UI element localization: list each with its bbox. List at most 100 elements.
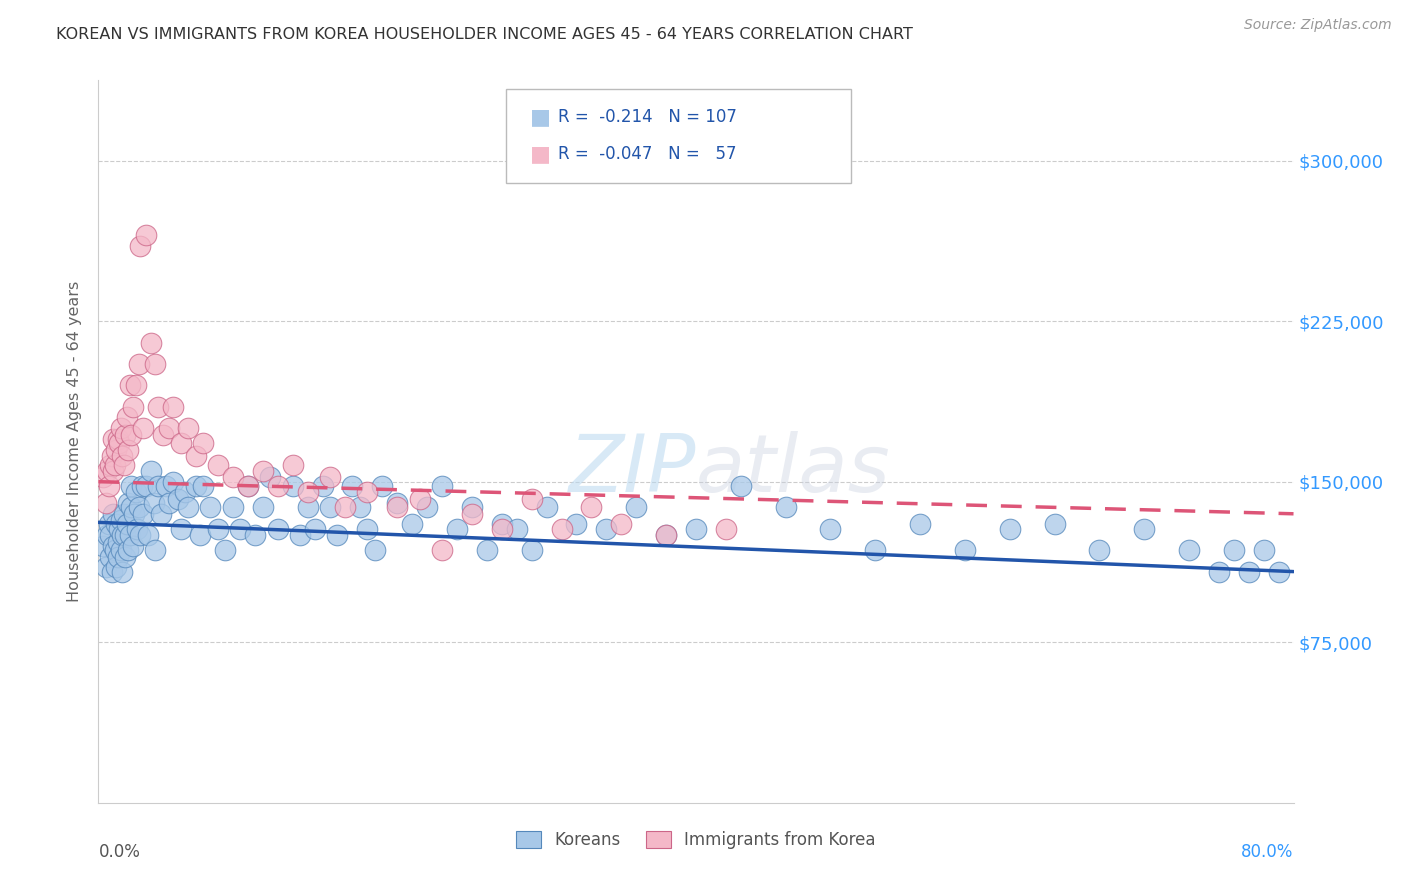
Point bbox=[236, 479, 259, 493]
Text: R =  -0.214   N = 107: R = -0.214 N = 107 bbox=[558, 108, 737, 126]
Point bbox=[319, 470, 342, 484]
Point bbox=[135, 228, 157, 243]
Point bbox=[124, 507, 146, 521]
Point bbox=[953, 543, 976, 558]
Point bbox=[120, 427, 142, 442]
Point bbox=[91, 539, 114, 553]
Point bbox=[105, 442, 128, 457]
Point bbox=[148, 479, 170, 493]
Point bbox=[491, 522, 513, 536]
Point bbox=[595, 522, 617, 536]
Point bbox=[107, 549, 129, 564]
Point bbox=[191, 436, 214, 450]
Point bbox=[98, 458, 122, 472]
Point bbox=[714, 522, 737, 536]
Point bbox=[820, 522, 842, 536]
Point bbox=[408, 491, 430, 506]
Point bbox=[132, 421, 155, 435]
Point bbox=[626, 500, 648, 515]
Point bbox=[98, 528, 122, 542]
Point bbox=[342, 479, 364, 493]
Point bbox=[103, 507, 125, 521]
Point bbox=[127, 522, 149, 536]
Point bbox=[416, 500, 439, 515]
Point bbox=[304, 522, 326, 536]
Point bbox=[461, 500, 484, 515]
Point bbox=[1043, 517, 1066, 532]
Point bbox=[475, 543, 498, 558]
Point bbox=[775, 500, 797, 515]
Point bbox=[1267, 565, 1289, 579]
Point bbox=[155, 479, 177, 493]
Point bbox=[128, 500, 150, 515]
Point bbox=[565, 517, 588, 532]
Point bbox=[148, 400, 170, 414]
Point bbox=[110, 421, 132, 435]
Point bbox=[157, 421, 180, 435]
Point bbox=[520, 543, 543, 558]
Point bbox=[112, 507, 135, 521]
Point bbox=[117, 543, 139, 558]
Point bbox=[581, 500, 603, 515]
Point bbox=[129, 528, 152, 542]
Point bbox=[1178, 543, 1201, 558]
Text: KOREAN VS IMMIGRANTS FROM KOREA HOUSEHOLDER INCOME AGES 45 - 64 YEARS CORRELATIO: KOREAN VS IMMIGRANTS FROM KOREA HOUSEHOL… bbox=[56, 27, 912, 42]
Point bbox=[128, 357, 150, 371]
Point bbox=[252, 464, 274, 478]
Point bbox=[166, 491, 188, 506]
Point bbox=[297, 500, 319, 515]
Text: Source: ZipAtlas.com: Source: ZipAtlas.com bbox=[1244, 18, 1392, 32]
Point bbox=[125, 485, 148, 500]
Point bbox=[103, 539, 125, 553]
Point bbox=[430, 543, 453, 558]
Point bbox=[177, 500, 200, 515]
Point bbox=[115, 517, 138, 532]
Legend: Koreans, Immigrants from Korea: Koreans, Immigrants from Korea bbox=[509, 824, 883, 856]
Point bbox=[139, 335, 162, 350]
Point bbox=[550, 522, 572, 536]
Point bbox=[252, 500, 274, 515]
Point bbox=[229, 522, 252, 536]
Point bbox=[191, 479, 214, 493]
Point bbox=[356, 522, 378, 536]
Point bbox=[143, 543, 166, 558]
Point bbox=[94, 560, 117, 574]
Point bbox=[177, 421, 200, 435]
Point bbox=[110, 543, 132, 558]
Point bbox=[349, 500, 371, 515]
Point bbox=[131, 479, 153, 493]
Point bbox=[97, 517, 120, 532]
Point bbox=[169, 522, 191, 536]
Point bbox=[118, 378, 141, 392]
Point bbox=[162, 400, 184, 414]
Point bbox=[326, 528, 349, 542]
Point bbox=[214, 543, 236, 558]
Point bbox=[184, 449, 207, 463]
Point bbox=[98, 549, 122, 564]
Point bbox=[135, 479, 157, 493]
Point bbox=[430, 479, 453, 493]
Point bbox=[655, 528, 678, 542]
Point bbox=[142, 496, 165, 510]
Point bbox=[461, 507, 484, 521]
Point bbox=[114, 528, 136, 542]
Point bbox=[111, 449, 134, 463]
Y-axis label: Householder Income Ages 45 - 64 years: Householder Income Ages 45 - 64 years bbox=[67, 281, 83, 602]
Point bbox=[115, 410, 138, 425]
Point bbox=[356, 485, 378, 500]
Point bbox=[120, 479, 142, 493]
Point bbox=[385, 500, 409, 515]
Point bbox=[111, 565, 134, 579]
Point bbox=[117, 496, 139, 510]
Point bbox=[132, 507, 155, 521]
Point bbox=[108, 522, 131, 536]
Point bbox=[281, 458, 304, 472]
Point bbox=[104, 458, 127, 472]
Point bbox=[112, 458, 135, 472]
Point bbox=[169, 436, 191, 450]
Point bbox=[157, 496, 180, 510]
Point bbox=[143, 357, 166, 371]
Point bbox=[184, 479, 207, 493]
Point bbox=[333, 500, 356, 515]
Point bbox=[207, 522, 229, 536]
